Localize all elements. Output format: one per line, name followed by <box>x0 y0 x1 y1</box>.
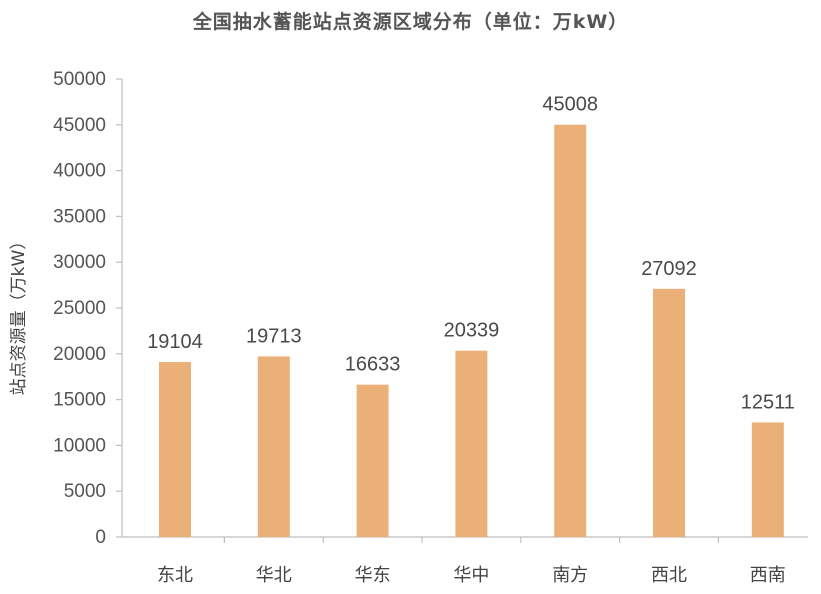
y-tick-label: 50000 <box>53 69 106 90</box>
y-axis: 0 5000 10000 15000 20000 25000 30000 35000 40000… <box>53 69 123 548</box>
y-tick-label: 0 <box>95 527 106 548</box>
x-tick-label: 华北 <box>256 565 292 586</box>
y-tick-label: 15000 <box>53 390 106 411</box>
x-axis: 东北 华北 华东 华中 南方 西北 西南 <box>122 536 808 586</box>
bar <box>653 288 685 537</box>
data-label: 12511 <box>741 391 795 413</box>
y-tick-label: 10000 <box>53 435 106 456</box>
bar <box>751 422 784 537</box>
bar <box>455 350 488 537</box>
x-tick-label: 西南 <box>750 565 786 586</box>
y-tick-label: 35000 <box>53 206 106 227</box>
chart-title: 全国抽水蓄能站点资源区域分布（单位：万kW） <box>192 11 629 33</box>
bar <box>356 384 389 537</box>
y-tick-label: 45000 <box>53 115 106 136</box>
y-tick-label: 40000 <box>53 161 106 182</box>
y-tick-label: 25000 <box>53 298 106 319</box>
data-label: 16633 <box>345 354 401 376</box>
y-tick-label: 5000 <box>64 481 106 502</box>
data-labels: 19104 19713 16633 20339 45008 27092 12511 <box>147 94 795 414</box>
x-tick-label: 东北 <box>157 565 193 586</box>
bar <box>554 124 587 538</box>
x-tick-label: 南方 <box>552 565 588 586</box>
data-label: 27092 <box>641 258 697 280</box>
data-label: 20339 <box>444 320 500 342</box>
bar <box>159 362 191 537</box>
data-label: 19104 <box>147 331 203 353</box>
data-label: 19713 <box>246 325 302 347</box>
y-tick-label: 20000 <box>53 344 106 365</box>
data-label: 45008 <box>542 94 598 116</box>
bars <box>159 124 784 538</box>
x-tick-label: 华东 <box>355 565 391 586</box>
y-tick-label: 30000 <box>53 252 106 273</box>
x-tick-label: 华中 <box>453 565 489 586</box>
x-tick-label: 西北 <box>651 565 687 586</box>
bar <box>257 356 290 537</box>
y-axis-title: 站点资源量（万kW） <box>9 233 29 396</box>
